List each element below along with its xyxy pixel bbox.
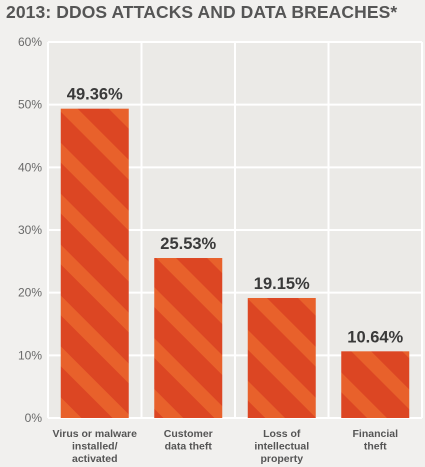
bar-value-label: 25.53% xyxy=(160,235,216,253)
y-tick-label: 20% xyxy=(18,286,42,300)
bar xyxy=(341,351,410,418)
y-tick-label: 0% xyxy=(25,411,43,425)
chart-title: 2013: DDOS ATTACKS AND DATA BREACHES* xyxy=(6,2,398,22)
bar xyxy=(154,258,223,418)
y-tick-label: 30% xyxy=(18,223,42,237)
y-tick-label: 40% xyxy=(18,160,42,174)
bar-value-label: 19.15% xyxy=(254,275,310,293)
y-tick-label: 50% xyxy=(18,98,42,112)
y-tick-label: 60% xyxy=(18,35,42,49)
x-tick-label: Loss of intellectual property xyxy=(254,428,309,465)
x-tick-label: Customer data theft xyxy=(164,428,213,453)
bar xyxy=(60,108,129,418)
bar xyxy=(247,297,316,418)
y-tick-label: 10% xyxy=(18,348,42,362)
x-tick-label: Virus or malware installed/activated xyxy=(53,428,138,465)
x-tick-label: Financial theft xyxy=(352,428,398,453)
bar-value-label: 10.64% xyxy=(347,328,403,346)
bar-value-label: 49.36% xyxy=(67,86,123,104)
